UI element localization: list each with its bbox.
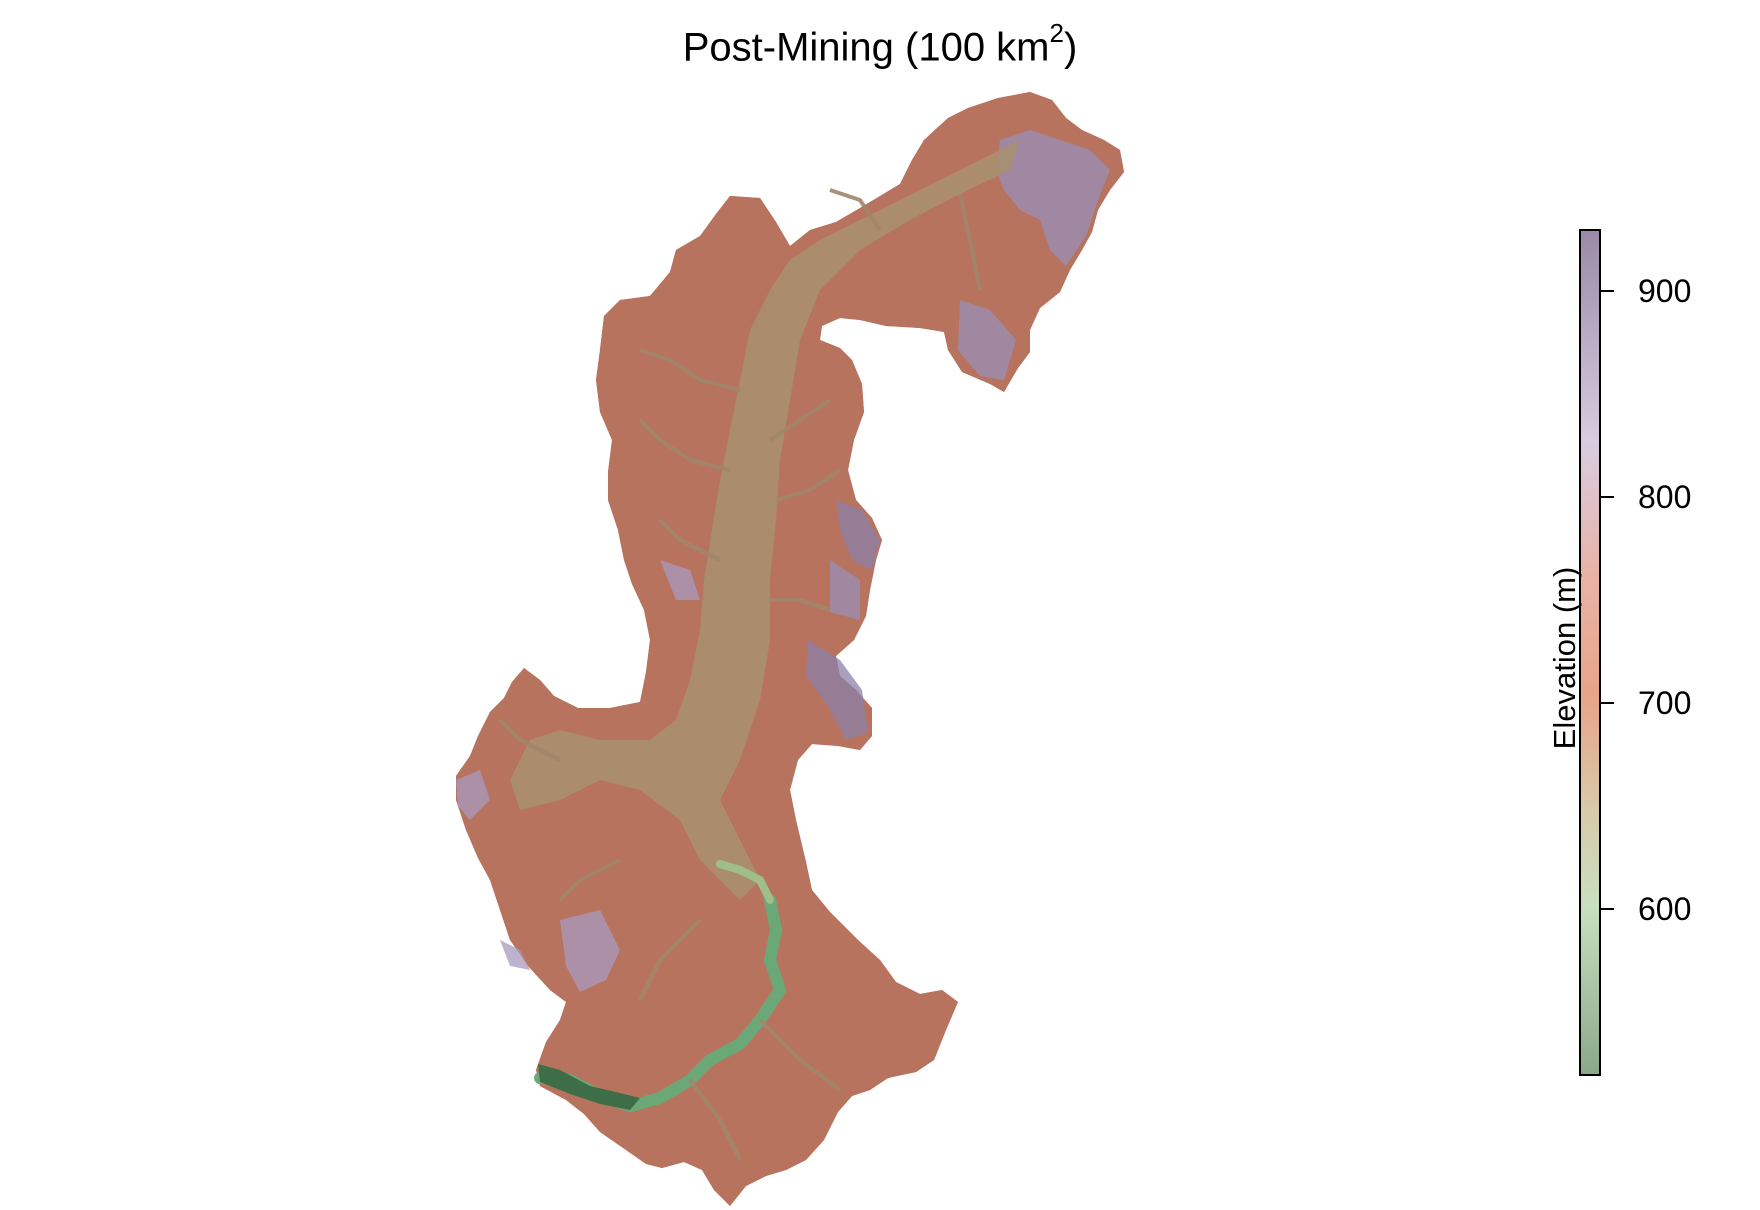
outlet-reach — [538, 1064, 640, 1110]
river-channel-upper — [716, 860, 774, 904]
tributaries — [498, 188, 982, 1161]
legend-tick-800: 800 — [1638, 479, 1692, 515]
main-valley — [510, 140, 1020, 900]
legend-tick-700: 700 — [1638, 685, 1692, 721]
legend-label: Elevation (m) — [1547, 566, 1582, 750]
map-title-suffix: ) — [1063, 25, 1078, 70]
map-title-text: Post-Mining (100 km — [682, 25, 1050, 70]
map-title-superscript: 2 — [1049, 18, 1064, 48]
legend-tick-900: 900 — [1638, 273, 1692, 309]
legend-colorbar — [1579, 229, 1601, 1076]
high-elevation-zones — [456, 130, 1110, 992]
legend-ticks — [1600, 290, 1614, 910]
map-title: Post-Mining (100 km2) — [0, 18, 1760, 70]
legend-tick-600: 600 — [1638, 891, 1692, 927]
